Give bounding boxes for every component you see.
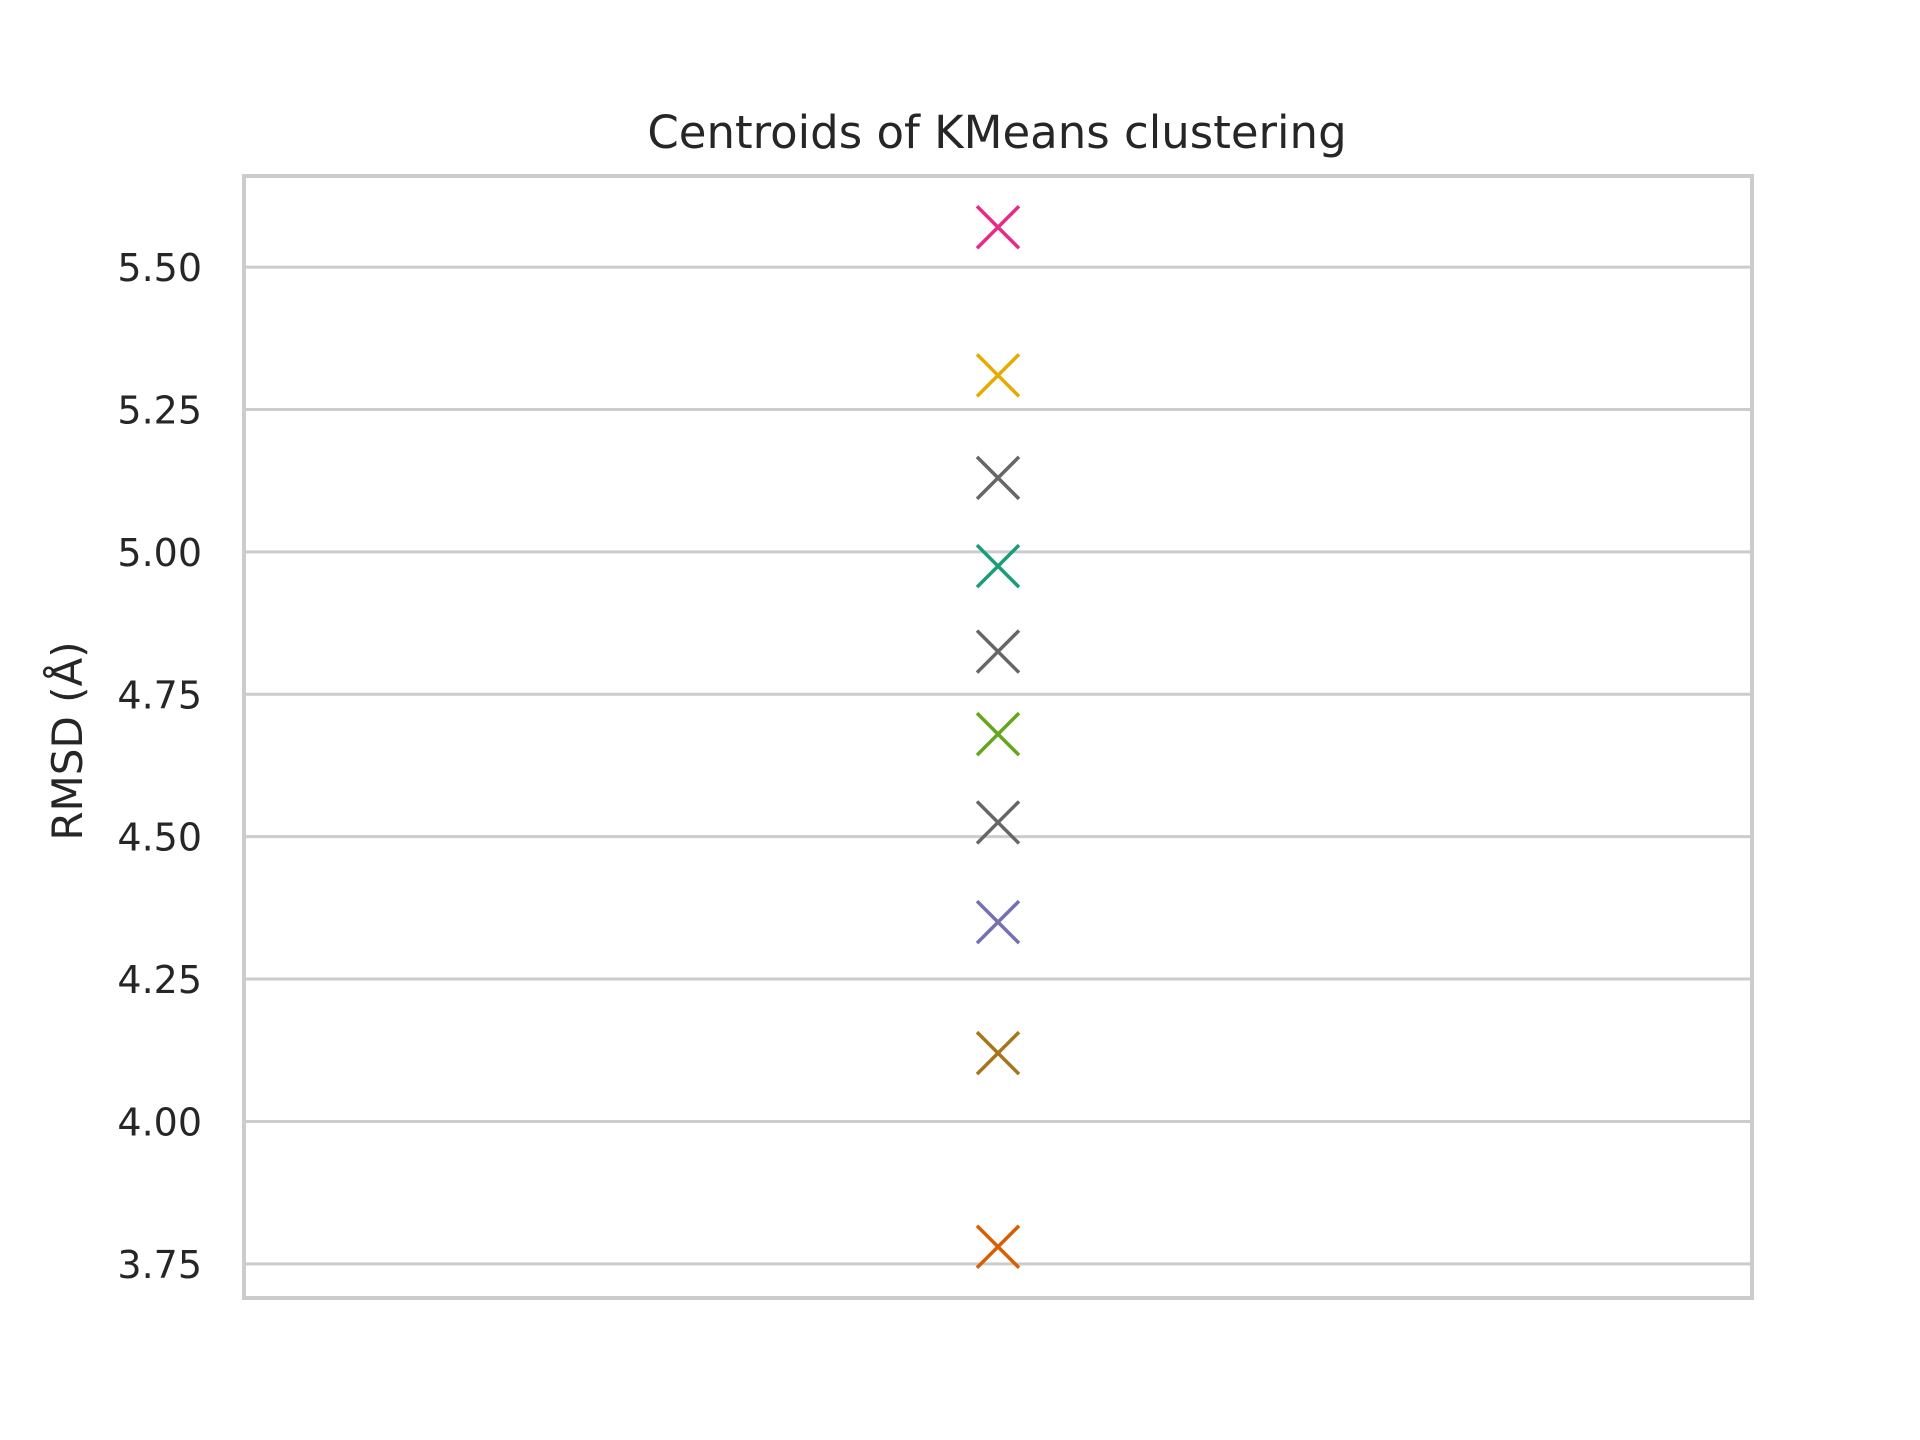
y-tick-label: 5.50 (117, 246, 202, 290)
y-tick-labels: 3.75 4.00 4.25 4.50 4.75 5.00 5.25 5.50 (117, 246, 202, 1287)
y-tick-label: 4.25 (117, 958, 202, 1002)
y-tick-label: 4.00 (117, 1100, 202, 1144)
centroid-marker (975, 711, 1021, 757)
chart-title: Centroids of KMeans clustering (647, 106, 1346, 159)
centroid-marker (975, 1224, 1021, 1269)
centroid-marker (975, 899, 1021, 945)
centroid-marker (975, 629, 1021, 674)
centroid-marker (975, 353, 1021, 398)
centroid-marker (975, 800, 1021, 845)
gridlines (244, 265, 1752, 1266)
centroid-marker (975, 205, 1021, 250)
y-tick-label: 4.75 (117, 673, 202, 717)
centroid-marker (975, 1030, 1021, 1076)
y-tick-label: 5.25 (117, 389, 202, 433)
centroid-marker (975, 543, 1021, 589)
y-tick-label: 4.50 (117, 816, 202, 860)
centroid-marker (975, 455, 1021, 501)
plot-area-frame (242, 174, 1754, 1300)
centroid-markers (975, 205, 1021, 1269)
y-tick-label: 5.00 (117, 531, 202, 575)
y-tick-label: 3.75 (117, 1243, 202, 1287)
y-axis-label: RMSD (Å) (42, 641, 92, 840)
